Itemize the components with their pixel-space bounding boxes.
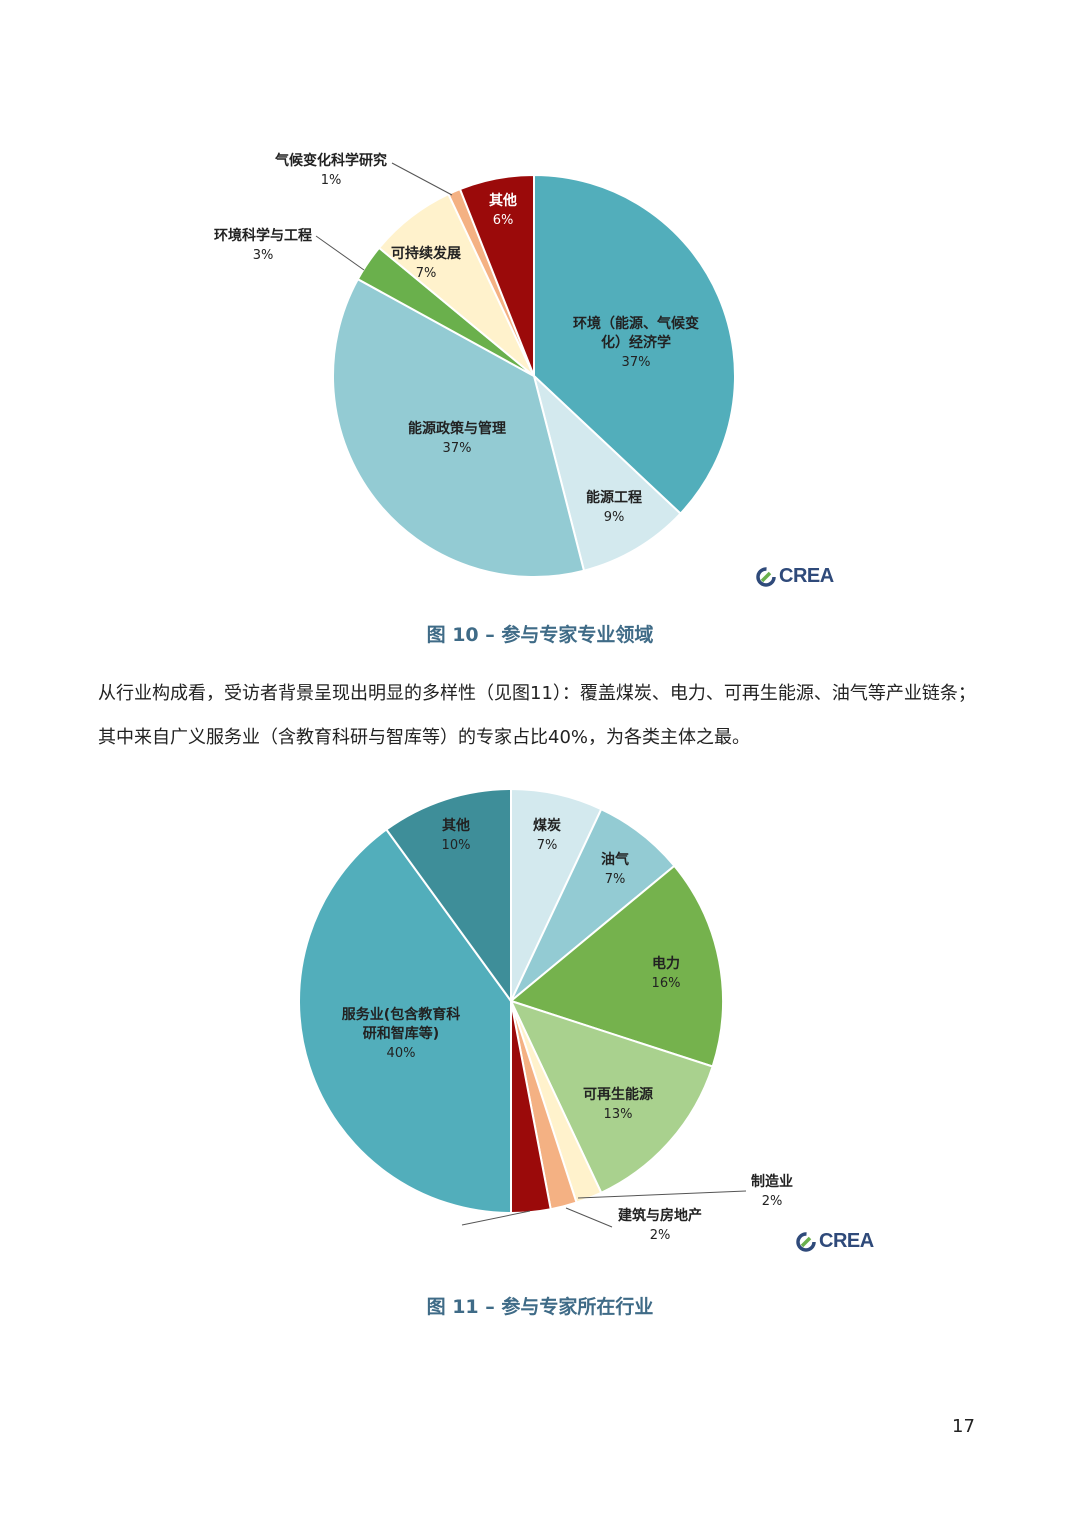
slice-value-label: 13% — [604, 1107, 633, 1122]
leader-line — [565, 1207, 613, 1228]
slice-label: 建筑与房地产 — [618, 1207, 702, 1224]
leader-line — [461, 1210, 531, 1226]
slice-value-label: 7% — [416, 266, 437, 281]
pie-slice — [533, 173, 736, 516]
figure-11-chart: 煤炭 7% 油气 7% 电力 16% 可再生能源 13% 制造业 2% 建筑与房地产 2% 交通与运输 3… — [0, 770, 1080, 1270]
slice-label: 环境（能源、气候变 — [573, 315, 699, 332]
crea-logo-icon — [796, 1231, 816, 1252]
slice-label: 化）经济学 — [601, 334, 671, 351]
pie-slice — [508, 864, 724, 1068]
figure-10-chart: 环境（能源、气候变 化）经济学 37% 能源工程 9% 能源政策与管理 37% 环境科学与工程… — [0, 0, 1080, 610]
pie-slice — [532, 372, 682, 572]
page-number: 17 — [952, 1416, 975, 1437]
pie-slice — [298, 828, 512, 1215]
slice-label: 其他 — [442, 817, 470, 834]
slice-value-label: 16% — [652, 976, 681, 991]
slice-label: 煤炭 — [533, 817, 561, 834]
slice-value-label: 9% — [604, 510, 625, 525]
slice-value-label: 2% — [650, 1228, 671, 1243]
crea-logo-text: CREA — [819, 1230, 874, 1252]
leader-line — [391, 162, 453, 196]
slice-value-label: 7% — [537, 838, 558, 853]
slice-label: 可再生能源 — [583, 1086, 653, 1103]
slice-label: 电力 — [652, 955, 680, 972]
pie-slice — [509, 999, 714, 1195]
figure-11-caption: 图 11 – 参与专家所在行业 — [426, 1296, 654, 1318]
crea-logo-text: CREA — [779, 565, 834, 587]
slice-label: 可持续发展 — [391, 245, 461, 262]
slice-label: 能源工程 — [586, 489, 642, 506]
figure-10-caption: 图 10 – 参与专家专业领域 — [426, 624, 654, 646]
slice-label: 气候变化科学研究 — [274, 152, 387, 169]
slice-value-label: 3% — [412, 1230, 433, 1245]
slice-value-label: 7% — [605, 872, 626, 887]
crea-logo: CREA — [796, 1230, 874, 1253]
slice-value-label: 40% — [387, 1046, 416, 1061]
crea-logo-icon — [756, 566, 776, 587]
slice-value-label: 37% — [622, 355, 651, 370]
crea-logo: CREA — [756, 565, 834, 588]
pie-slice — [384, 787, 512, 1005]
slice-label: 环境科学与工程 — [214, 227, 312, 244]
slice-value-label: 6% — [493, 213, 514, 228]
slice-value-label: 37% — [443, 441, 472, 456]
pie-chart-expertise: 环境（能源、气候变化）经济学 37% 能源工程 9% 能源政策与管理 37% 环境科学与工程… — [214, 152, 736, 578]
slice-value-label: 2% — [762, 1194, 783, 1209]
slice-label: 能源政策与管理 — [408, 420, 506, 437]
pie-slice — [332, 277, 586, 578]
leader-line — [577, 1190, 747, 1199]
pie-slice — [458, 173, 535, 377]
leader-line — [315, 235, 365, 271]
slice-label: 研和智库等) — [363, 1025, 439, 1042]
slice-value-label: 1% — [321, 173, 342, 188]
slice-value-label: 3% — [253, 248, 274, 263]
pie-chart-industry: 煤炭 7% 油气 7% 电力 16% 可再生能源 13% 制造业 2% 建筑与房地产 2% 交通与运输 3… — [298, 787, 793, 1245]
slice-label: 交通与运输 — [387, 1209, 458, 1226]
slice-label: 其他 — [489, 192, 517, 209]
slice-label: 服务业(包含教育科 — [342, 1006, 460, 1023]
slice-label: 制造业 — [751, 1173, 793, 1190]
slice-label: 油气 — [601, 851, 629, 868]
body-paragraph: 从行业构成看，受访者背景呈现出明显的多样性（见图11）：覆盖煤炭、电力、可再生能… — [98, 683, 976, 748]
slice-value-label: 10% — [442, 838, 471, 853]
